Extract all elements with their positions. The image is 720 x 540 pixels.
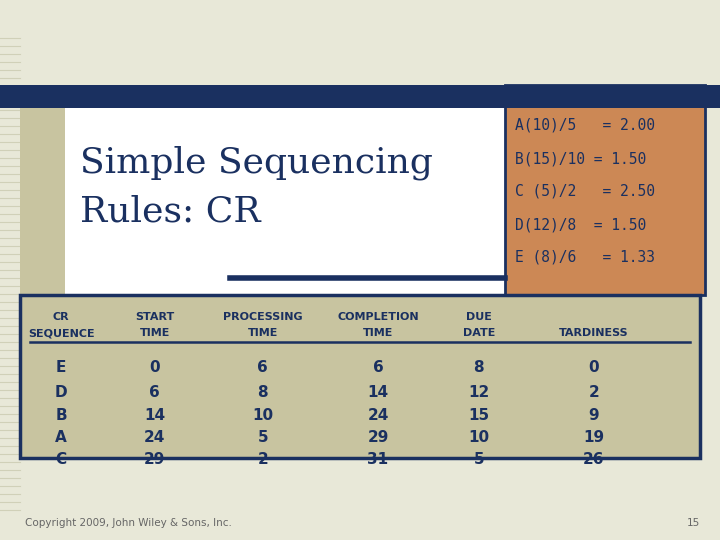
Text: 14: 14 [367,385,389,400]
Text: 6: 6 [373,360,383,375]
Text: 29: 29 [144,452,166,467]
Text: D: D [55,385,68,400]
Text: CR: CR [53,312,70,322]
Text: 29: 29 [367,430,389,445]
Text: 15: 15 [468,408,490,423]
Text: 5: 5 [474,452,484,467]
Text: 10: 10 [252,408,274,423]
Text: 0: 0 [150,360,160,375]
Text: SEQUENCE: SEQUENCE [28,328,94,338]
Text: Rules: CR: Rules: CR [80,195,261,229]
Bar [65,108,505,295]
Text: TIME: TIME [140,328,170,338]
Text: 8: 8 [474,360,484,375]
Bar [0,85,720,108]
Text: Copyright 2009, John Wiley & Sons, Inc.: Copyright 2009, John Wiley & Sons, Inc. [25,518,232,528]
Text: 6: 6 [258,360,268,375]
Text: TIME: TIME [363,328,393,338]
Text: TARDINESS: TARDINESS [559,328,629,338]
Text: E: E [56,360,66,375]
Text: 12: 12 [468,385,490,400]
Text: A(10)/5   = 2.00: A(10)/5 = 2.00 [515,118,655,133]
Text: COMPLETION: COMPLETION [337,312,419,322]
Text: B: B [55,408,67,423]
Text: TIME: TIME [248,328,278,338]
Text: 15: 15 [687,518,700,528]
Text: Simple Sequencing: Simple Sequencing [80,145,433,179]
Text: 2: 2 [258,452,268,467]
Bar [20,295,700,458]
Text: PROCESSING: PROCESSING [223,312,302,322]
Text: 19: 19 [583,430,605,445]
Text: 9: 9 [589,408,599,423]
Text: 24: 24 [144,430,166,445]
Text: A: A [55,430,67,445]
Text: 0: 0 [589,360,599,375]
Text: B(15)/10 = 1.50: B(15)/10 = 1.50 [515,151,647,166]
Text: E (8)/6   = 1.33: E (8)/6 = 1.33 [515,250,655,265]
Text: 26: 26 [583,452,605,467]
Text: 31: 31 [367,452,389,467]
Text: 10: 10 [468,430,490,445]
Text: 6: 6 [150,385,160,400]
Bar [505,85,705,295]
Text: START: START [135,312,174,322]
Text: 24: 24 [367,408,389,423]
Text: 8: 8 [258,385,268,400]
Text: D(12)/8  = 1.50: D(12)/8 = 1.50 [515,217,647,232]
Text: C (5)/2   = 2.50: C (5)/2 = 2.50 [515,184,655,199]
Bar [20,85,65,295]
Text: 5: 5 [258,430,268,445]
Text: DATE: DATE [463,328,495,338]
Text: 14: 14 [144,408,166,423]
Text: DUE: DUE [466,312,492,322]
Text: C: C [55,452,67,467]
Text: 2: 2 [589,385,599,400]
